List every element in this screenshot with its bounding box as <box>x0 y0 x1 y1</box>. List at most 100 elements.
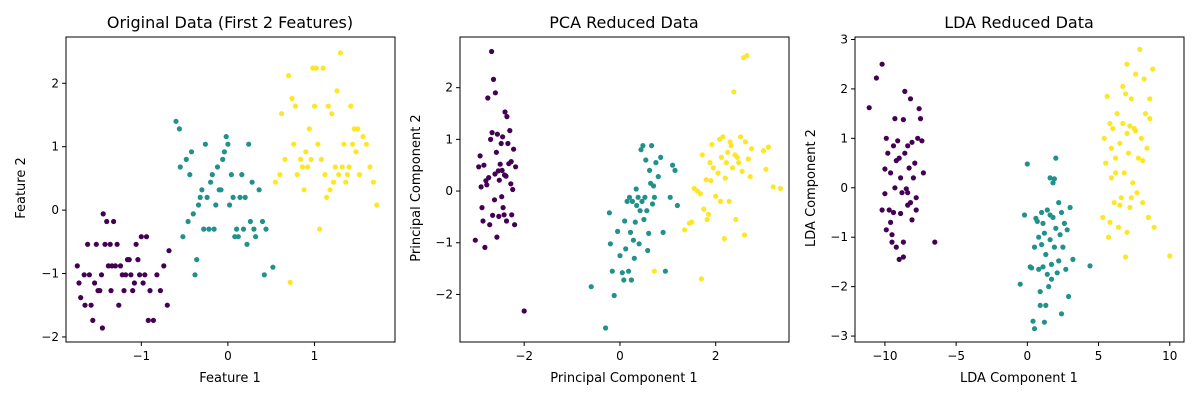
subplot-lda-reduced-data: LDA Reduced Data LDA Component 1 LDA Com… <box>804 13 1185 386</box>
x-tick-label: 2 <box>712 349 720 363</box>
data-point-class-2 <box>367 164 373 170</box>
data-point-class-1 <box>624 198 630 204</box>
data-point-class-1 <box>188 149 195 155</box>
data-point-class-2 <box>698 276 705 282</box>
data-point-class-2 <box>1167 253 1173 259</box>
data-point-class-1 <box>1043 302 1049 308</box>
data-point-class-2 <box>315 141 321 147</box>
data-point-class-2 <box>1127 204 1133 211</box>
y-tick-label: −3 <box>830 329 848 343</box>
data-point-class-0 <box>507 128 513 134</box>
data-point-class-1 <box>1048 276 1055 282</box>
data-point-class-0 <box>915 135 921 141</box>
data-point-class-0 <box>888 219 894 225</box>
data-point-class-1 <box>667 194 673 200</box>
data-point-class-2 <box>294 172 300 178</box>
data-point-class-2 <box>343 179 349 185</box>
data-point-class-2 <box>299 164 305 170</box>
data-point-class-2 <box>1140 200 1146 206</box>
data-point-class-2 <box>1124 61 1130 67</box>
data-point-class-2 <box>725 149 731 155</box>
data-point-class-2 <box>353 149 359 155</box>
data-point-class-0 <box>137 272 143 278</box>
data-point-class-0 <box>131 280 137 286</box>
data-point-class-2 <box>709 141 715 148</box>
data-point-class-0 <box>503 218 510 224</box>
data-point-class-2 <box>1113 155 1119 161</box>
data-point-class-0 <box>890 143 897 149</box>
data-point-class-2 <box>1120 120 1126 127</box>
data-point-class-1 <box>249 179 255 185</box>
data-point-class-2 <box>332 164 338 170</box>
data-point-class-0 <box>82 302 88 308</box>
data-point-class-1 <box>242 194 248 200</box>
data-point-class-1 <box>1053 225 1059 231</box>
data-point-class-0 <box>508 159 514 165</box>
data-point-class-1 <box>183 156 189 162</box>
x-axis-label: LDA Component 1 <box>960 371 1078 386</box>
y-tick-label: 3 <box>840 32 848 46</box>
data-point-class-2 <box>303 149 309 155</box>
data-point-class-0 <box>117 263 124 269</box>
data-point-class-2 <box>1110 125 1116 132</box>
data-point-class-2 <box>723 160 729 166</box>
data-point-class-2 <box>713 193 719 199</box>
data-point-class-1 <box>234 226 240 232</box>
data-point-class-1 <box>1066 293 1072 300</box>
data-point-class-0 <box>521 308 527 314</box>
y-tick-label: 0 <box>51 203 59 217</box>
axes-frame <box>459 36 790 343</box>
data-point-class-2 <box>717 198 724 204</box>
data-point-class-0 <box>92 280 98 286</box>
data-point-class-0 <box>81 272 87 278</box>
data-point-class-0 <box>898 210 904 217</box>
data-point-class-1 <box>653 160 659 166</box>
data-point-class-0 <box>883 135 889 141</box>
data-point-class-1 <box>643 157 649 163</box>
data-point-class-0 <box>138 234 144 240</box>
data-point-class-2 <box>330 179 337 185</box>
data-point-class-0 <box>882 166 888 172</box>
data-point-class-0 <box>499 167 505 173</box>
data-point-class-0 <box>912 160 918 166</box>
data-point-class-0 <box>100 211 106 217</box>
data-point-class-0 <box>905 143 911 149</box>
data-point-class-2 <box>1117 140 1123 146</box>
data-point-class-2 <box>701 206 707 212</box>
data-point-class-0 <box>102 241 108 247</box>
data-point-class-0 <box>85 241 91 247</box>
data-point-class-1 <box>228 172 234 178</box>
data-point-class-1 <box>206 226 212 232</box>
data-point-class-0 <box>489 48 495 55</box>
y-tick-label: 2 <box>840 82 848 96</box>
data-point-class-0 <box>893 244 899 250</box>
data-point-class-1 <box>621 277 627 283</box>
data-point-class-1 <box>213 202 219 208</box>
data-point-class-2 <box>1121 170 1127 176</box>
data-point-class-1 <box>194 257 200 263</box>
data-point-class-1 <box>199 187 205 193</box>
data-point-class-0 <box>899 190 905 196</box>
data-point-class-1 <box>259 218 266 225</box>
data-point-class-2 <box>715 170 721 176</box>
data-point-class-2 <box>722 175 728 181</box>
data-point-class-2 <box>1127 123 1133 129</box>
y-axis-label: LDA Component 2 <box>804 129 819 247</box>
data-point-class-2 <box>292 103 298 109</box>
data-point-class-0 <box>130 288 136 294</box>
y-tick-label: 1 <box>840 131 848 145</box>
data-point-class-2 <box>360 134 366 140</box>
data-point-class-0 <box>490 212 496 218</box>
data-point-class-2 <box>272 179 279 185</box>
data-point-class-0 <box>88 302 94 308</box>
data-point-class-1 <box>647 167 653 173</box>
data-point-class-1 <box>1048 261 1055 267</box>
data-point-class-1 <box>1030 318 1036 324</box>
data-point-class-2 <box>1147 116 1153 122</box>
data-point-class-2 <box>744 53 750 59</box>
data-point-class-1 <box>632 219 638 225</box>
data-point-class-2 <box>1142 111 1149 117</box>
data-point-class-1 <box>190 211 196 217</box>
data-point-class-1 <box>237 194 243 200</box>
data-point-class-1 <box>1054 270 1060 276</box>
